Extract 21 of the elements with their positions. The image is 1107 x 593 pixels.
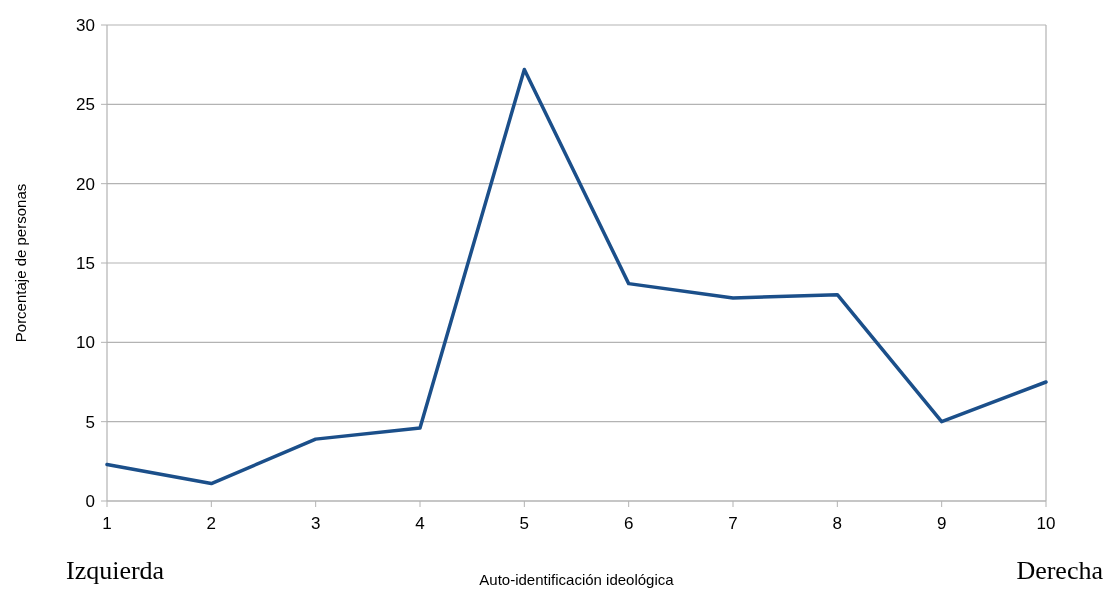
- text: Izquierda: [66, 556, 165, 585]
- y-tick-label: 30: [76, 15, 95, 35]
- x-tick-label: 9: [936, 514, 947, 533]
- y-tick-label: 20: [76, 174, 95, 194]
- x-tick-label: 5: [519, 514, 530, 533]
- y-tick-label: 10: [76, 333, 95, 353]
- x-tick-label: 1: [102, 514, 112, 533]
- x-tick-label: 8: [832, 514, 843, 533]
- y-tick-label: 15: [76, 253, 95, 273]
- x-tick-label: 6: [623, 514, 634, 533]
- y-tick-label: 0: [85, 491, 95, 511]
- x-tick-label: 7: [728, 514, 738, 533]
- y-tick-label: 5: [85, 412, 95, 432]
- x-tick-label: 4: [415, 514, 425, 533]
- x-tick-label: 3: [310, 514, 321, 533]
- x-axis-title: Auto-identificación ideológica: [479, 571, 675, 588]
- y-axis-title: Porcentaje de personas: [12, 183, 29, 343]
- x-tick-label: 10: [1036, 514, 1056, 533]
- text: Derecha: [1016, 556, 1104, 585]
- y-tick-label: 25: [76, 95, 95, 115]
- x-tick-label: 2: [206, 514, 217, 533]
